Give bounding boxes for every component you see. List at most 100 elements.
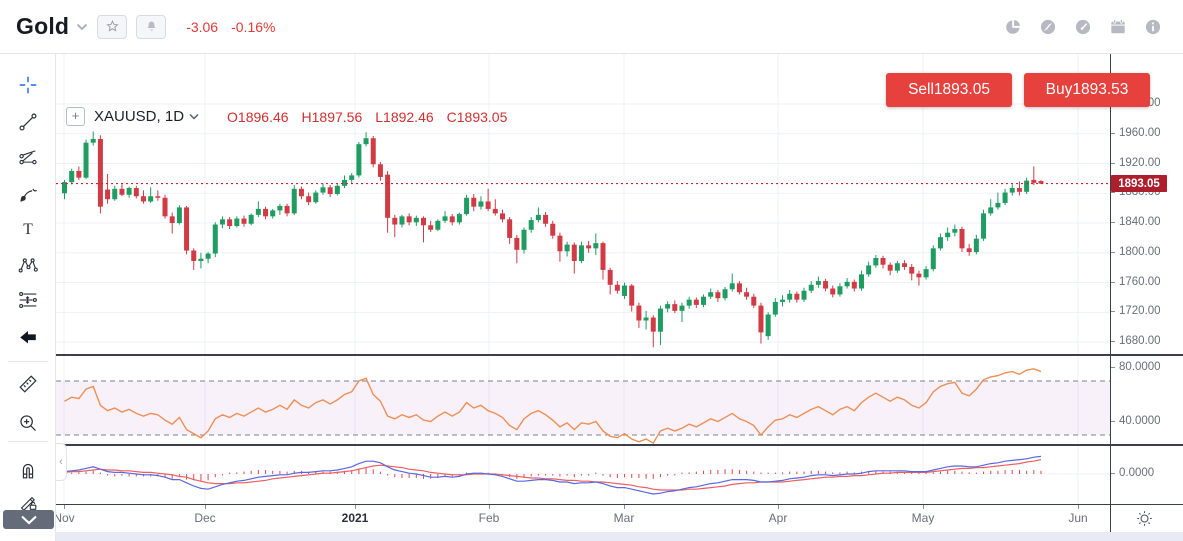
compass-icon[interactable] [1038,17,1058,37]
arrow-tool[interactable] [14,323,42,351]
axis-tick [1111,420,1115,422]
axis-tick [1111,341,1115,343]
month-label: Jun [1068,511,1088,525]
month-label: Nov [56,511,75,525]
macd-line [64,455,1042,495]
axis-tick [1111,222,1115,224]
legend-symbol[interactable]: XAUUSD, 1D [94,108,185,125]
header-icon-group [1003,17,1163,37]
rsi-tick-label: 40.0000 [1119,414,1161,427]
month-label: Feb [478,511,500,525]
drawing-toolbar: T [0,54,56,541]
time-tick [624,505,625,509]
xabcd-pattern-icon [18,258,38,273]
time-tick [778,505,779,509]
change-percent: -0.16% [231,18,276,35]
month-label: Dec [194,511,216,525]
time-tick [64,505,65,509]
high-value: H1897.56 [301,108,363,125]
time-tick [923,505,924,509]
draw-lock-icon [20,496,37,512]
axis-tick [1111,162,1115,164]
magnet-tool[interactable] [14,456,42,484]
ruler-tool[interactable] [14,370,42,398]
month-label: 2021 [341,511,369,525]
compare-add-symbol-button[interactable]: + [66,107,85,126]
macd-tick-label: 0.0000 [1119,467,1155,479]
fib-tools-icon [19,150,37,165]
page-title: Gold [16,13,70,39]
text-icon: T [23,221,33,238]
zoom-in-tool[interactable] [14,409,42,437]
svg-text:T: T [23,221,33,238]
chart-settings-gear-icon[interactable] [1133,507,1155,529]
candles-series [62,131,1044,348]
fib-tools-tool[interactable] [14,144,42,172]
price-tick-label: 1840.00 [1119,216,1161,229]
low-value: L1892.46 [375,108,434,125]
arrow-icon [20,331,36,344]
toolbar-divider [8,361,48,362]
toolbar-collapse-handle[interactable]: ‹ [56,443,67,481]
draw-lock-tool[interactable] [14,488,42,516]
pane-separator[interactable] [56,444,1183,446]
forecast-tool[interactable] [14,286,42,314]
close-value: C1893.05 [446,108,508,125]
axis-tick [1111,281,1115,283]
pane-separator[interactable] [56,354,1183,356]
xabcd-pattern-tool[interactable] [14,251,42,279]
sell-button[interactable]: Sell1893.05 [886,73,1012,107]
axis-tick [1111,366,1115,368]
header: Gold -3.06 -0.16% [0,0,1183,54]
month-label: May [911,511,935,525]
month-label: Apr [768,511,788,525]
chevron-down-icon [20,515,38,525]
buy-button[interactable]: Buy1893.53 [1024,73,1150,107]
price-tick-label: 1800.00 [1119,245,1161,258]
chart-legend: + XAUUSD, 1D O1896.46 H1897.56 L1892.46 … [66,107,507,126]
crosshair-tool[interactable] [14,71,42,99]
time-tick [205,505,206,509]
month-label: Mar [613,511,635,525]
pie-chart-icon[interactable] [1003,17,1023,37]
trend-line-icon [19,113,37,131]
rsi-tick-label: 80.0000 [1119,360,1161,373]
info-icon[interactable] [1143,17,1163,37]
price-tick-label: 1680.00 [1119,335,1161,348]
open-value: O1896.46 [227,108,289,125]
symbol-dropdown-caret-icon[interactable] [76,23,88,31]
price-tick-label: 1920.00 [1119,156,1161,169]
calendar-icon[interactable] [1108,17,1128,37]
rsi-line [64,368,1042,445]
interval-caret-icon[interactable] [189,113,199,120]
crosshair-icon [19,76,37,94]
favorite-button[interactable] [97,14,128,39]
magnet-icon [22,463,34,479]
ruler-icon [19,375,37,393]
time-axis[interactable]: Nov Dec 2021 Feb Mar Apr May Jun [56,505,1110,531]
price-tick-label: 1720.00 [1119,305,1161,318]
forecast-icon [19,292,37,308]
axis-tick [1111,251,1115,253]
toolbar-scroll-down-button[interactable] [3,510,54,529]
ohlc-values: O1896.46 H1897.56 L1892.46 C1893.05 [227,109,507,125]
time-tick [355,505,356,509]
brush-icon [20,188,38,202]
text-tool[interactable]: T [14,215,42,243]
axis-tick [1111,311,1115,313]
toolbar-divider [8,441,48,442]
axis-tick [1111,132,1115,134]
gauge-icon[interactable] [1073,17,1093,37]
axis-tick [1111,192,1115,194]
horizontal-scrollbar[interactable] [0,532,1183,541]
price-change: -3.06 -0.16% [186,19,275,35]
brush-tool[interactable] [14,180,42,208]
last-price-label: 1893.05 [1111,175,1167,192]
time-tick [489,505,490,509]
price-tick-label: 1960.00 [1119,126,1161,139]
trend-line-tool[interactable] [14,108,42,136]
alert-button[interactable] [136,14,167,39]
rsi-band [56,381,1110,435]
